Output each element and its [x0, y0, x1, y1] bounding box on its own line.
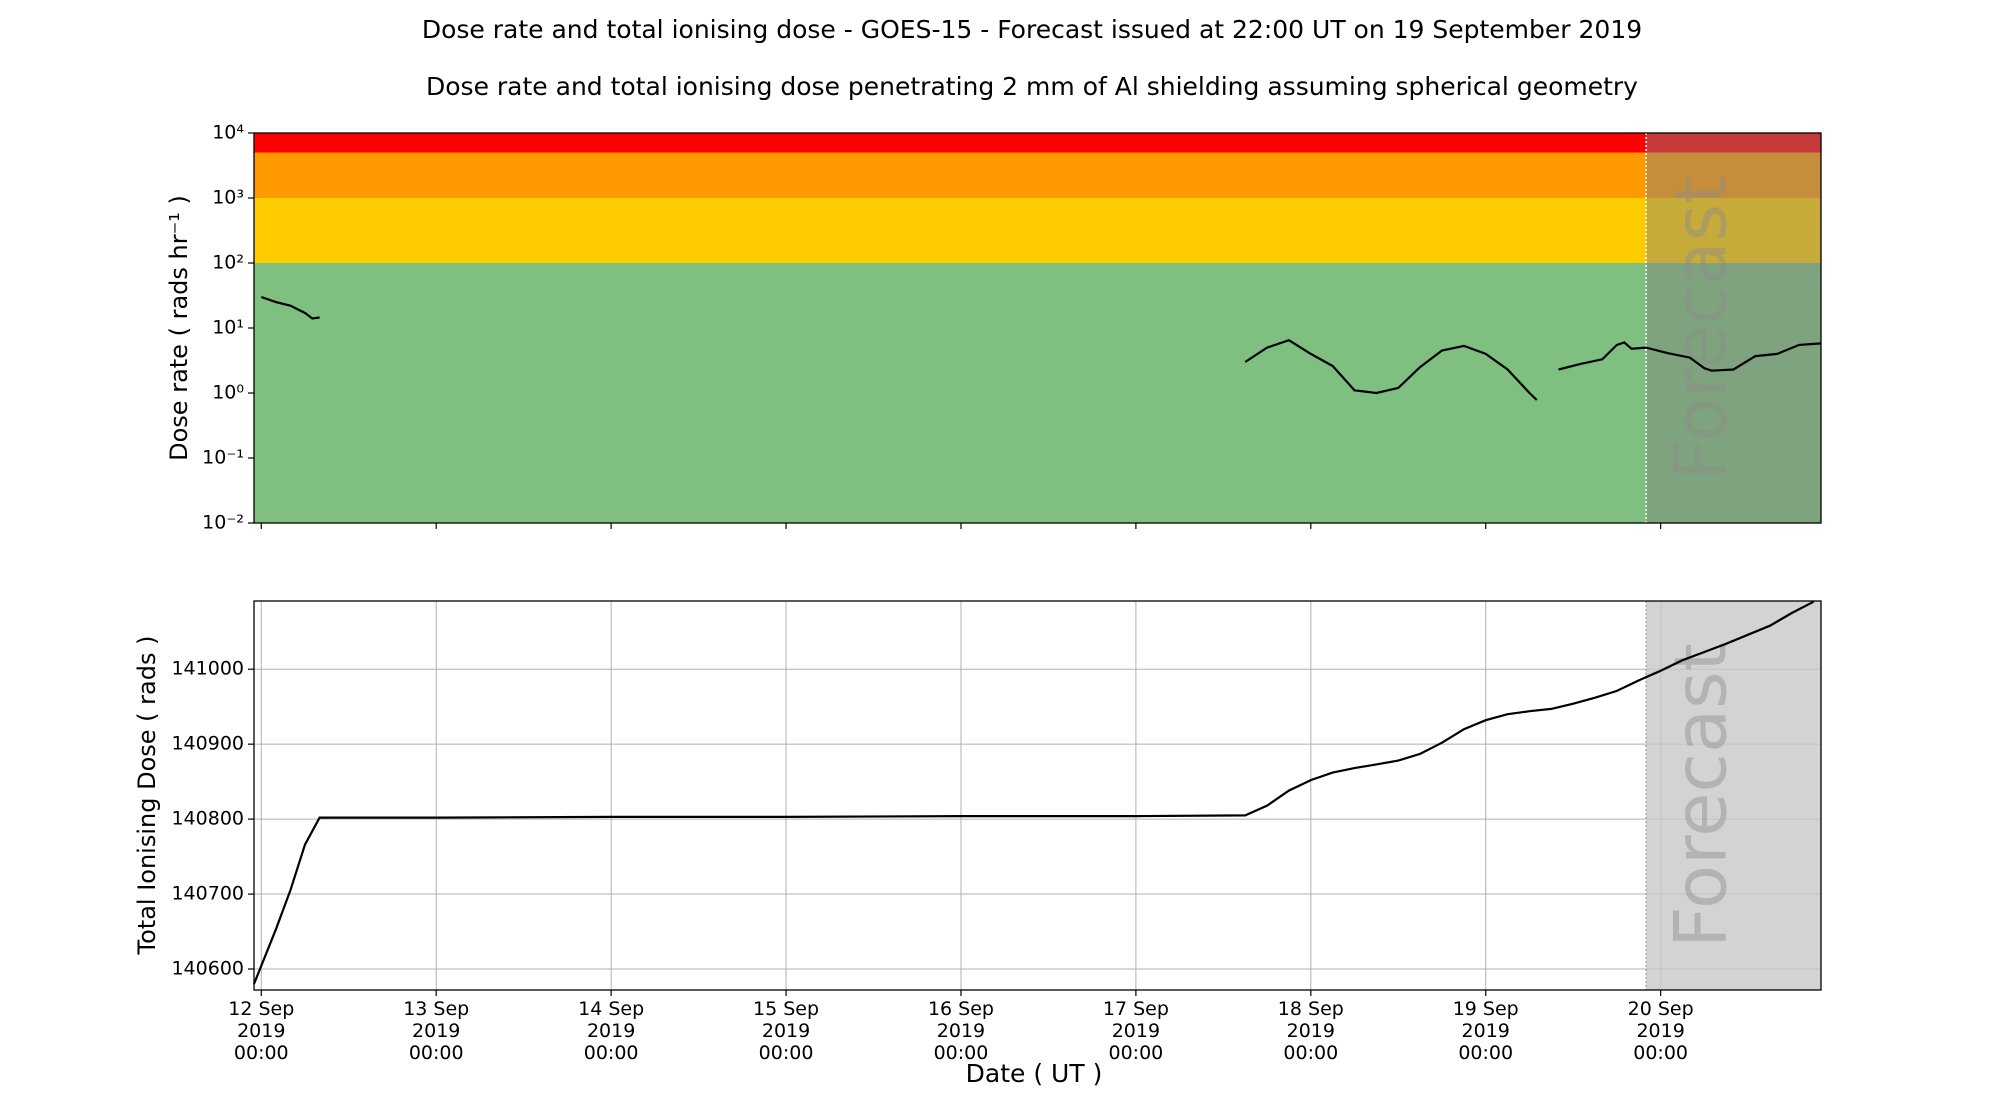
y-axis-label: Total Ionising Dose ( rads ) — [133, 636, 161, 956]
y-tick-label: 10¹ — [212, 317, 244, 339]
plot-frame — [253, 600, 1822, 991]
y-tick-label: 140900 — [171, 733, 244, 755]
threshold-band — [254, 263, 1821, 523]
data-line — [252, 600, 1815, 985]
x-tick-label: 16 Sep 2019 00:00 — [927, 998, 994, 1064]
forecast-region — [1646, 601, 1821, 990]
threshold-band — [254, 152, 1821, 198]
y-tick-label: 10⁻² — [202, 512, 244, 534]
y-tick-label: 10⁰ — [212, 382, 244, 404]
y-tick-label: 140700 — [171, 883, 244, 905]
y-tick-label: 10⁴ — [212, 122, 244, 144]
y-tick-label: 140600 — [171, 958, 244, 980]
x-tick-label: 20 Sep 2019 00:00 — [1627, 998, 1694, 1064]
y-axis-label: Dose rate ( rads hr⁻¹ ) — [165, 195, 193, 461]
x-tick-label: 14 Sep 2019 00:00 — [578, 998, 645, 1064]
x-tick-label: 19 Sep 2019 00:00 — [1452, 998, 1519, 1064]
forecast-region — [1646, 133, 1821, 523]
x-tick-label: 13 Sep 2019 00:00 — [403, 998, 470, 1064]
chart-title: Dose rate and total ionising dose - GOES… — [422, 15, 1642, 44]
y-tick-label: 141000 — [171, 658, 244, 680]
y-tick-label: 140800 — [171, 808, 244, 830]
threshold-band — [254, 133, 1821, 153]
data-line — [260, 295, 1822, 401]
x-tick-label: 18 Sep 2019 00:00 — [1277, 998, 1344, 1064]
x-tick-label: 15 Sep 2019 00:00 — [753, 998, 820, 1064]
x-tick-label: 17 Sep 2019 00:00 — [1102, 998, 1169, 1064]
x-axis-label: Date ( UT ) — [966, 1059, 1103, 1088]
x-tick-label: 12 Sep 2019 00:00 — [228, 998, 295, 1064]
y-tick-label: 10³ — [212, 187, 244, 209]
threshold-band — [254, 198, 1821, 263]
y-tick-label: 10² — [212, 252, 244, 274]
forecast-annotation: Forecast — [1659, 176, 1743, 481]
y-tick-label: 10⁻¹ — [202, 447, 244, 469]
chart-subtitle: Dose rate and total ionising dose penetr… — [426, 72, 1638, 101]
forecast-annotation: Forecast — [1659, 643, 1743, 948]
